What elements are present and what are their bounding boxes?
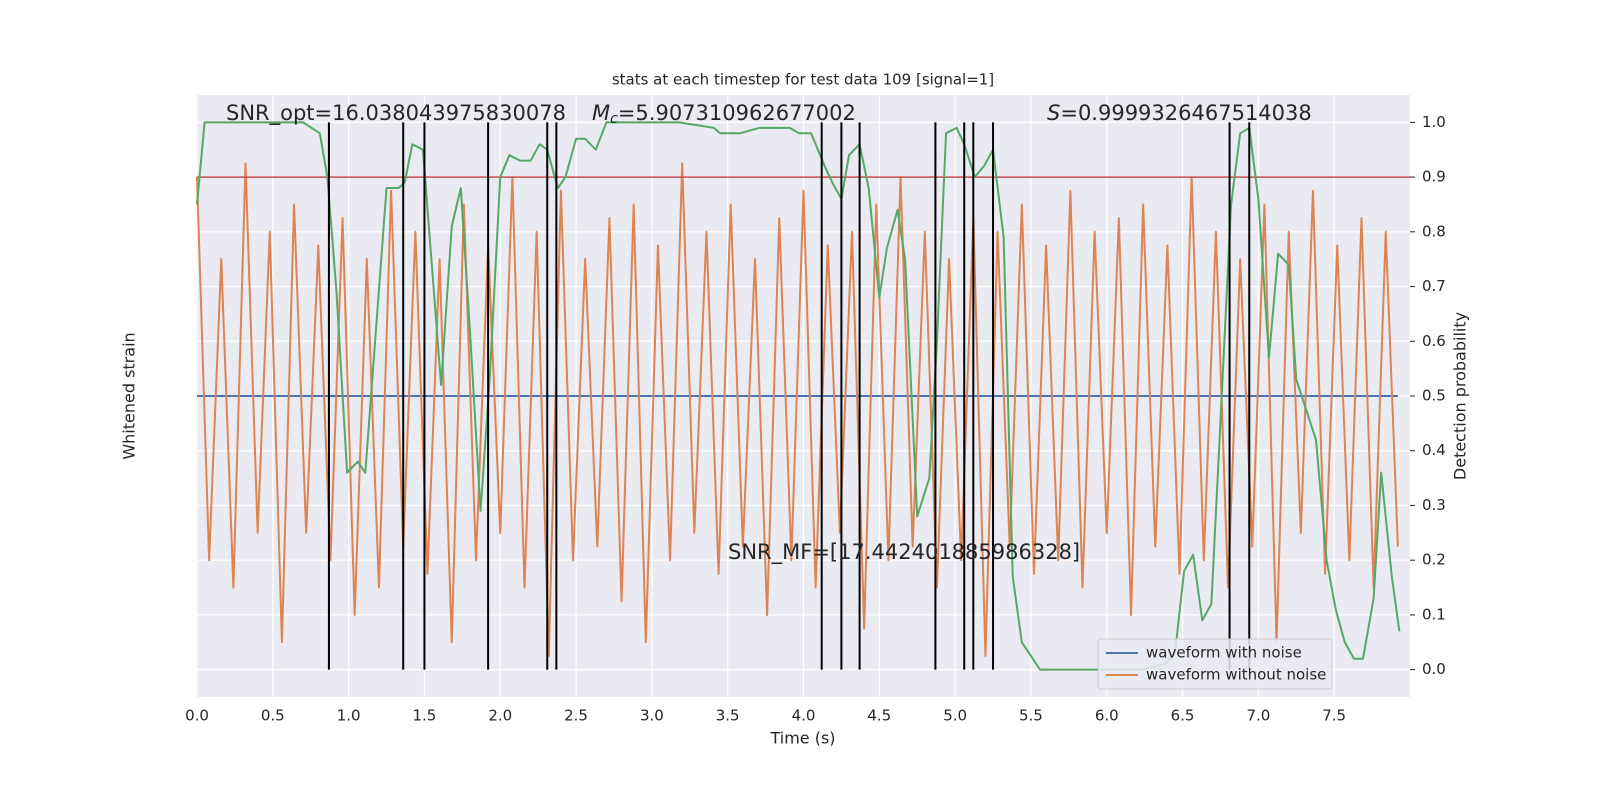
annotation-text: =0.9999326467514038: [1060, 101, 1311, 125]
annotation-text: SNR_MF=[17.442401885986328]: [728, 540, 1080, 565]
legend-label: waveform with noise: [1146, 644, 1302, 662]
annotation: Mc=5.907310962677002: [592, 101, 856, 127]
x-tick-label: 6.0: [1095, 707, 1119, 725]
y2-tick-label: 0.8: [1422, 222, 1446, 240]
y2-tick-label: 0.2: [1422, 551, 1446, 569]
x-tick-label: 4.0: [792, 707, 816, 725]
x-tick-label: 0.0: [185, 707, 209, 725]
legend-box: [1097, 638, 1333, 690]
annotation-symbol: M: [592, 101, 610, 125]
annotation: SNR_opt=16.038043975830078: [226, 101, 566, 126]
x-tick-label: 2.5: [564, 707, 588, 725]
annotation-text: SNR_opt=16.038043975830078: [226, 101, 566, 126]
x-tick-label: 5.0: [943, 707, 967, 725]
x-axis-label: Time (s): [769, 729, 835, 748]
x-tick-label: 1.5: [413, 707, 437, 725]
x-tick-label: 2.0: [488, 707, 512, 725]
y2-tick-label: 1.0: [1422, 113, 1446, 131]
x-tick-label: 5.5: [1019, 707, 1043, 725]
x-tick-label: 0.5: [261, 707, 285, 725]
annotation: S=0.9999326467514038: [1047, 101, 1312, 125]
y-axis-label: Whitened strain: [120, 332, 139, 459]
y2-tick-label: 0.4: [1422, 441, 1446, 459]
x-tick-label: 1.0: [337, 707, 361, 725]
x-tick-label: 7.5: [1322, 707, 1346, 725]
y2-tick-label: 0.5: [1422, 387, 1446, 405]
waveform-line: [196, 162, 1399, 657]
y2-tick-label: 0.3: [1422, 496, 1446, 514]
x-tick-label: 4.5: [867, 707, 891, 725]
y2-tick-label: 0.7: [1422, 277, 1446, 295]
x-tick-label: 3.0: [640, 707, 664, 725]
x-tick-label: 3.5: [716, 707, 740, 725]
x-tick-label: 7.0: [1246, 707, 1270, 725]
annotation: SNR_MF=[17.442401885986328]: [728, 540, 1080, 565]
y2-tick-label: 0.6: [1422, 332, 1446, 350]
y2-tick-label: 0.9: [1422, 168, 1446, 186]
annotation-symbol: S: [1047, 101, 1060, 125]
annotation-subscript: c: [610, 111, 618, 127]
y2-axis-label: Detection probability: [1451, 312, 1470, 480]
x-tick-label: 6.5: [1171, 707, 1195, 725]
y2-tick-label: 0.0: [1422, 660, 1446, 678]
chart-title: stats at each timestep for test data 109…: [612, 71, 994, 89]
annotation-text: =5.907310962677002: [618, 101, 856, 125]
y2-tick-label: 0.1: [1422, 605, 1446, 623]
legend-label: waveform without noise: [1146, 666, 1326, 684]
